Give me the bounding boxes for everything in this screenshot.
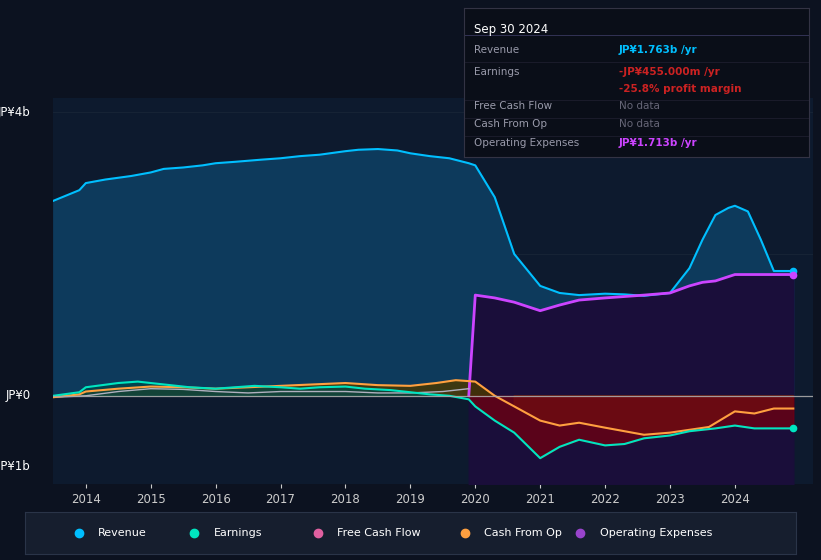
Text: Cash From Op: Cash From Op [484, 529, 562, 538]
Text: Revenue: Revenue [475, 45, 520, 55]
Text: Earnings: Earnings [213, 529, 262, 538]
Text: JP¥1.763b /yr: JP¥1.763b /yr [619, 45, 698, 55]
Text: -JP¥1b: -JP¥1b [0, 460, 30, 473]
Text: Revenue: Revenue [98, 529, 147, 538]
Text: No data: No data [619, 101, 660, 111]
Text: -JP¥455.000m /yr: -JP¥455.000m /yr [619, 67, 720, 77]
Text: No data: No data [619, 119, 660, 129]
Text: Cash From Op: Cash From Op [475, 119, 548, 129]
Text: Free Cash Flow: Free Cash Flow [475, 101, 553, 111]
Text: Earnings: Earnings [475, 67, 520, 77]
Text: Free Cash Flow: Free Cash Flow [337, 529, 421, 538]
Text: JP¥1.713b /yr: JP¥1.713b /yr [619, 138, 698, 148]
Text: -25.8% profit margin: -25.8% profit margin [619, 83, 741, 94]
Text: JP¥0: JP¥0 [6, 389, 30, 402]
Text: Operating Expenses: Operating Expenses [475, 138, 580, 148]
Text: Sep 30 2024: Sep 30 2024 [475, 24, 548, 36]
Text: Operating Expenses: Operating Expenses [599, 529, 712, 538]
Text: JP¥4b: JP¥4b [0, 106, 30, 119]
